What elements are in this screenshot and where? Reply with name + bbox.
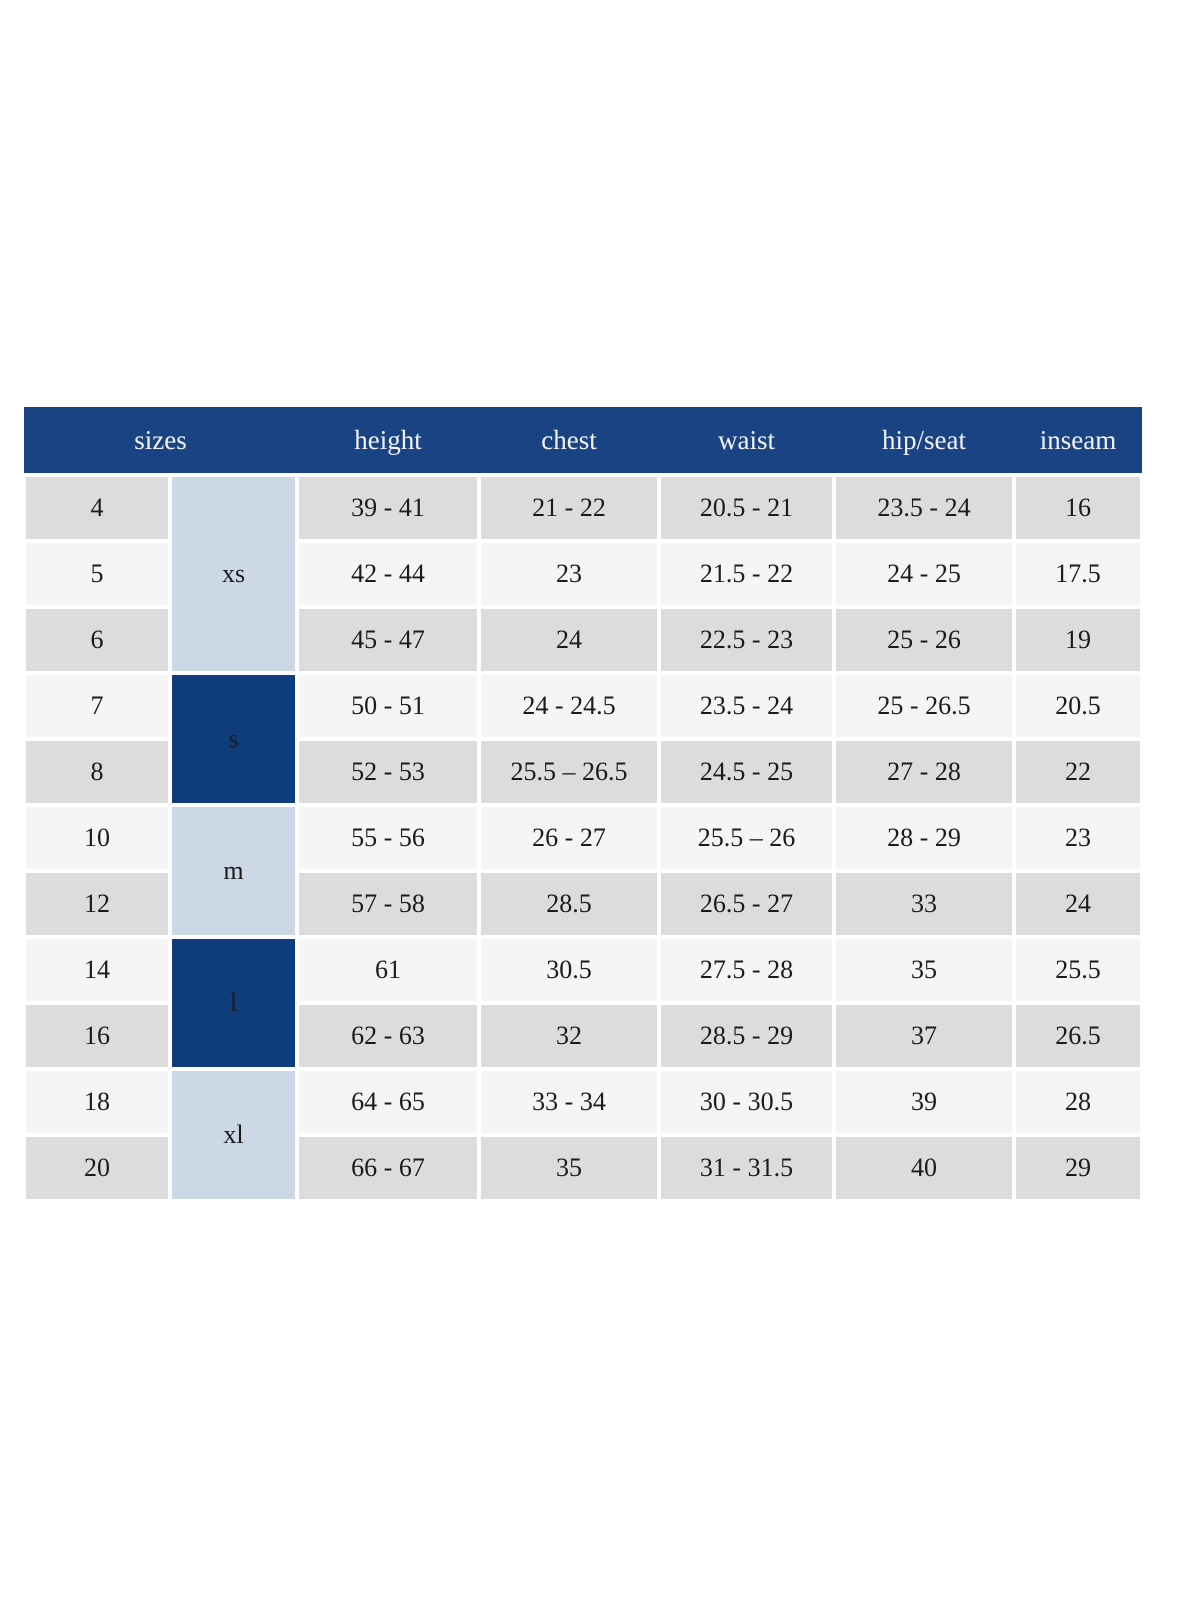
size-group-cell-l: l bbox=[167, 935, 300, 1071]
size-cell: 14 bbox=[22, 935, 172, 1005]
waist-cell: 27.5 - 28 bbox=[657, 935, 837, 1005]
size-chart-table: sizes height chest waist hip/seat inseam… bbox=[22, 407, 1145, 1203]
height-cell: 66 - 67 bbox=[295, 1133, 482, 1203]
size-group-cell-m: m bbox=[167, 803, 300, 939]
chest-cell: 21 - 22 bbox=[477, 473, 662, 543]
chest-cell: 28.5 bbox=[477, 869, 662, 939]
waist-cell: 28.5 - 29 bbox=[657, 1001, 837, 1071]
hip-seat-cell: 24 - 25 bbox=[832, 539, 1017, 609]
hip-seat-cell: 37 bbox=[832, 1001, 1017, 1071]
chest-cell: 24 - 24.5 bbox=[477, 671, 662, 741]
chest-cell: 30.5 bbox=[477, 935, 662, 1005]
hip-seat-cell: 27 - 28 bbox=[832, 737, 1017, 807]
size-cell: 20 bbox=[22, 1133, 172, 1203]
table-row: 16 62 - 63 32 28.5 - 29 37 26.5 bbox=[22, 1001, 1145, 1071]
size-cell: 10 bbox=[22, 803, 172, 873]
header-waist: waist bbox=[659, 407, 835, 475]
table-row: 12 57 - 58 28.5 26.5 - 27 33 24 bbox=[22, 869, 1145, 939]
size-group-cell-xl: xl bbox=[167, 1067, 300, 1203]
height-cell: 57 - 58 bbox=[295, 869, 482, 939]
chest-cell: 35 bbox=[477, 1133, 662, 1203]
waist-cell: 22.5 - 23 bbox=[657, 605, 837, 675]
size-chart: sizes height chest waist hip/seat inseam… bbox=[22, 407, 1145, 1203]
chest-cell: 24 bbox=[477, 605, 662, 675]
inseam-cell: 17.5 bbox=[1012, 539, 1145, 609]
hip-seat-cell: 35 bbox=[832, 935, 1017, 1005]
size-cell: 4 bbox=[22, 473, 172, 543]
waist-cell: 23.5 - 24 bbox=[657, 671, 837, 741]
waist-cell: 24.5 - 25 bbox=[657, 737, 837, 807]
header-height: height bbox=[297, 407, 480, 475]
table-row: 10 m 55 - 56 26 - 27 25.5 – 26 28 - 29 2… bbox=[22, 803, 1145, 939]
chest-cell: 33 - 34 bbox=[477, 1067, 662, 1137]
table-row: 20 66 - 67 35 31 - 31.5 40 29 bbox=[22, 1133, 1145, 1203]
table-row: 6 45 - 47 24 22.5 - 23 25 - 26 19 bbox=[22, 605, 1145, 675]
chest-cell: 32 bbox=[477, 1001, 662, 1071]
hip-seat-cell: 33 bbox=[832, 869, 1017, 939]
height-cell: 45 - 47 bbox=[295, 605, 482, 675]
size-cell: 7 bbox=[22, 671, 172, 741]
waist-cell: 25.5 – 26 bbox=[657, 803, 837, 873]
header-inseam: inseam bbox=[1014, 407, 1143, 475]
waist-cell: 26.5 - 27 bbox=[657, 869, 837, 939]
table-row: 14 l 61 30.5 27.5 - 28 35 25.5 bbox=[22, 935, 1145, 1071]
height-cell: 42 - 44 bbox=[295, 539, 482, 609]
hip-seat-cell: 25 - 26.5 bbox=[832, 671, 1017, 741]
height-cell: 61 bbox=[295, 935, 482, 1005]
hip-seat-cell: 28 - 29 bbox=[832, 803, 1017, 873]
chest-cell: 23 bbox=[477, 539, 662, 609]
inseam-cell: 29 bbox=[1012, 1133, 1145, 1203]
table-row: 5 42 - 44 23 21.5 - 22 24 - 25 17.5 bbox=[22, 539, 1145, 609]
size-cell: 6 bbox=[22, 605, 172, 675]
hip-seat-cell: 40 bbox=[832, 1133, 1017, 1203]
waist-cell: 30 - 30.5 bbox=[657, 1067, 837, 1137]
header-sizes: sizes bbox=[24, 407, 298, 475]
height-cell: 52 - 53 bbox=[295, 737, 482, 807]
size-cell: 16 bbox=[22, 1001, 172, 1071]
size-group-cell-s: s bbox=[167, 671, 300, 807]
inseam-cell: 22 bbox=[1012, 737, 1145, 807]
waist-cell: 20.5 - 21 bbox=[657, 473, 837, 543]
header-row: sizes height chest waist hip/seat inseam bbox=[24, 407, 1143, 475]
waist-cell: 31 - 31.5 bbox=[657, 1133, 837, 1203]
header-chest: chest bbox=[479, 407, 660, 475]
inseam-cell: 20.5 bbox=[1012, 671, 1145, 741]
table-row: 8 52 - 53 25.5 – 26.5 24.5 - 25 27 - 28 … bbox=[22, 737, 1145, 807]
waist-cell: 21.5 - 22 bbox=[657, 539, 837, 609]
table-row: 18 xl 64 - 65 33 - 34 30 - 30.5 39 28 bbox=[22, 1067, 1145, 1203]
size-cell: 5 bbox=[22, 539, 172, 609]
size-cell: 12 bbox=[22, 869, 172, 939]
inseam-cell: 16 bbox=[1012, 473, 1145, 543]
height-cell: 55 - 56 bbox=[295, 803, 482, 873]
chest-cell: 26 - 27 bbox=[477, 803, 662, 873]
height-cell: 50 - 51 bbox=[295, 671, 482, 741]
hip-seat-cell: 39 bbox=[832, 1067, 1017, 1137]
inseam-cell: 26.5 bbox=[1012, 1001, 1145, 1071]
size-group-cell-xs: xs bbox=[167, 473, 300, 675]
inseam-cell: 25.5 bbox=[1012, 935, 1145, 1005]
height-cell: 39 - 41 bbox=[295, 473, 482, 543]
table-row: 7 s 50 - 51 24 - 24.5 23.5 - 24 25 - 26.… bbox=[22, 671, 1145, 807]
inseam-cell: 28 bbox=[1012, 1067, 1145, 1137]
table-row: 4 xs 39 - 41 21 - 22 20.5 - 21 23.5 - 24… bbox=[22, 473, 1145, 675]
chest-cell: 25.5 – 26.5 bbox=[477, 737, 662, 807]
size-cell: 18 bbox=[22, 1067, 172, 1137]
inseam-cell: 23 bbox=[1012, 803, 1145, 873]
height-cell: 64 - 65 bbox=[295, 1067, 482, 1137]
hip-seat-cell: 23.5 - 24 bbox=[832, 473, 1017, 543]
header-hip-seat: hip/seat bbox=[834, 407, 1015, 475]
size-cell: 8 bbox=[22, 737, 172, 807]
hip-seat-cell: 25 - 26 bbox=[832, 605, 1017, 675]
height-cell: 62 - 63 bbox=[295, 1001, 482, 1071]
inseam-cell: 24 bbox=[1012, 869, 1145, 939]
inseam-cell: 19 bbox=[1012, 605, 1145, 675]
